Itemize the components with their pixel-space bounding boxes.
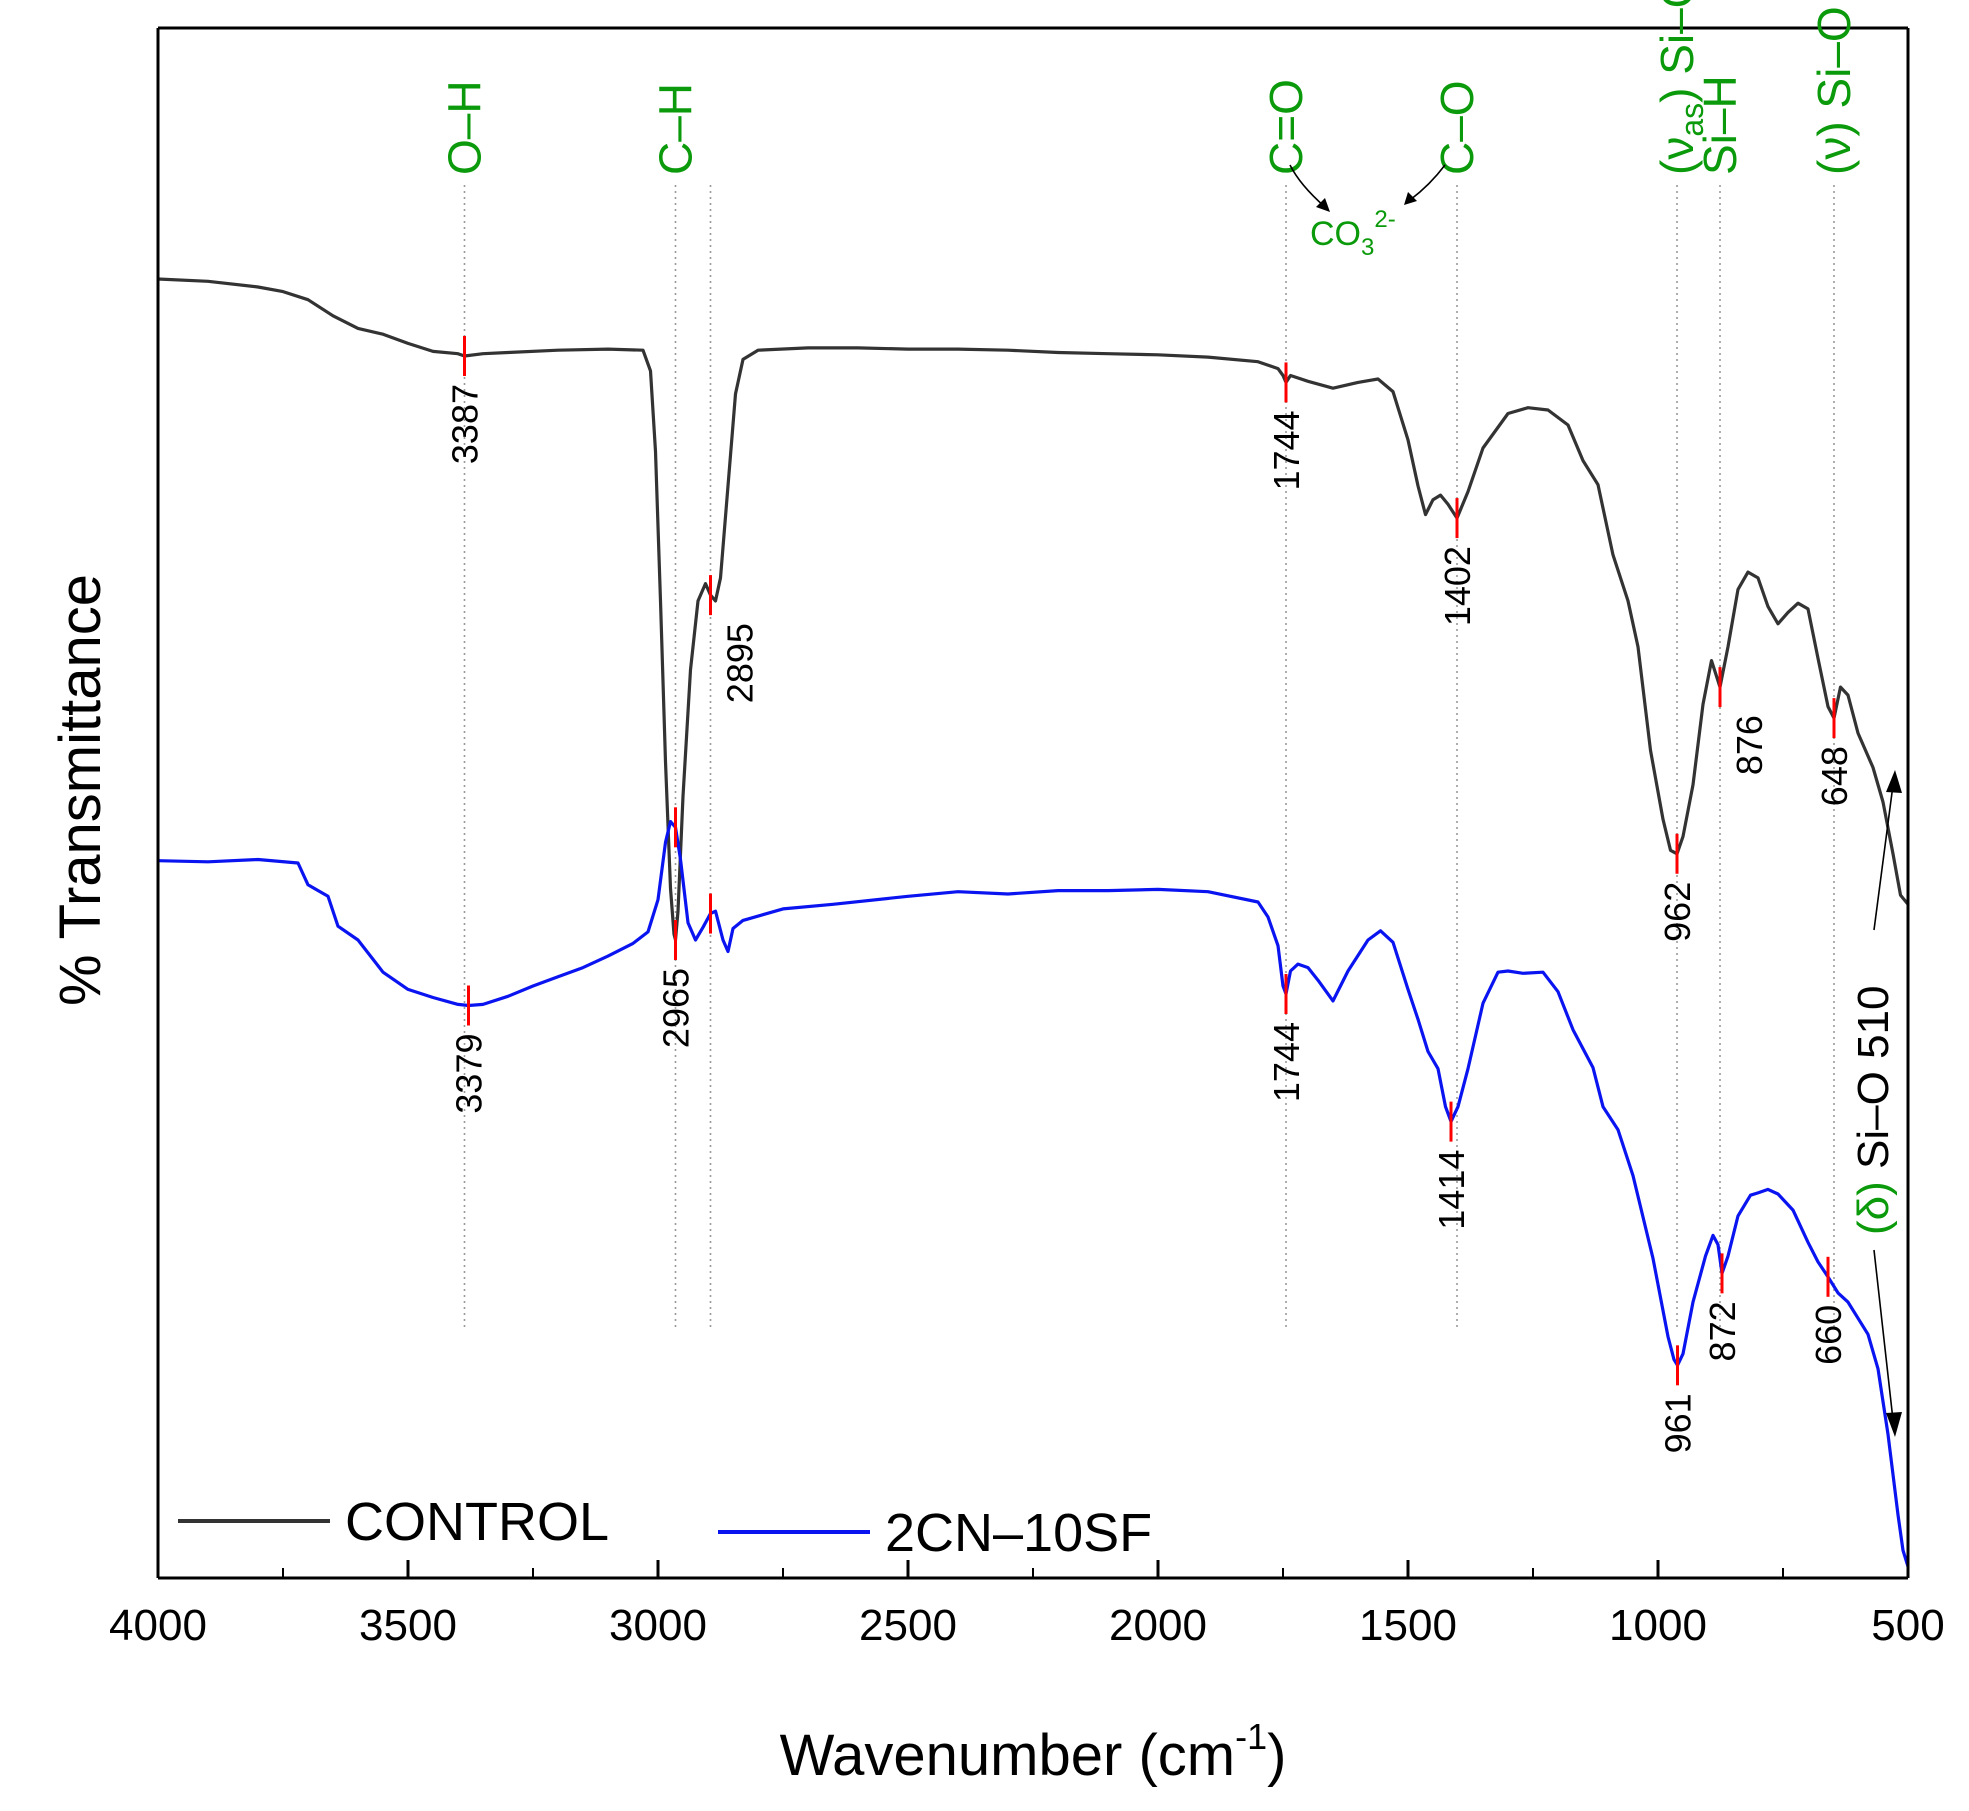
bond-label-text: Si–H <box>1694 75 1746 175</box>
bond-labels: O–H C–H C=O C–O (νas) Si–OSi–H (ν) Si–O <box>439 0 1861 175</box>
carbonate-annotation: CO32- <box>1289 164 1446 261</box>
y-axis-title: % Transmittance <box>48 574 113 1006</box>
carbonate-label: CO32- <box>1310 206 1396 261</box>
annotation-510-text: Si–O 510 <box>1849 986 1898 1169</box>
annotation-510-arrowhead-down <box>1886 1412 1902 1437</box>
bond-label: (νas) Si–O <box>1651 0 1710 175</box>
x-tick-label: 500 <box>1871 1601 1944 1650</box>
bond-label-text: Si–O <box>1651 0 1703 75</box>
peak-label: 961 <box>1658 1393 1699 1453</box>
bond-label: Si–H <box>1694 75 1746 175</box>
bond-label-text: Si–O <box>1808 6 1860 108</box>
bond-label-prefix: (ν <box>1651 137 1703 175</box>
bond-label-prefix-close: ) <box>1651 88 1703 103</box>
bond-label: C=O <box>1260 79 1312 175</box>
legend-label-sample: 2CN–10SF <box>885 1503 1152 1563</box>
series-layer <box>157 277 1910 1567</box>
bond-label-text: C=O <box>1260 79 1312 175</box>
peak-label: 1744 <box>1266 410 1307 490</box>
carbonate-sup: 2- <box>1374 206 1395 233</box>
x-tick-label: 4000 <box>109 1601 207 1650</box>
carbonate-arrowhead-right <box>1404 192 1417 205</box>
bond-label-prefix: (ν) <box>1808 121 1860 175</box>
x-axis-title-text: Wavenumber (cm <box>780 1723 1236 1788</box>
legend-label-control: CONTROL <box>345 1492 609 1552</box>
x-axis-ticks: 4000 3500 3000 2500 2000 1500 1000 500 <box>109 1560 1945 1650</box>
peak-label: 660 <box>1808 1305 1849 1365</box>
peak-label: 3387 <box>445 384 486 464</box>
bond-label: O–H <box>439 80 491 175</box>
x-tick-label: 3500 <box>359 1601 457 1650</box>
peak-label: 962 <box>1657 882 1698 942</box>
peak-label: 876 <box>1729 715 1770 775</box>
peak-label: 872 <box>1702 1301 1743 1361</box>
bond-label: C–H <box>650 83 702 175</box>
bond-label-prefix-sub: as <box>1674 103 1710 137</box>
annotation-510-label: (δ) Si–O 510 <box>1849 986 1898 1236</box>
x-axis-title-sup: -1 <box>1235 1716 1267 1757</box>
series-line-2cn-10sf <box>157 820 1910 1567</box>
annotation-510-arrow-up <box>1873 784 1894 931</box>
x-tick-label: 3000 <box>609 1601 707 1650</box>
bond-label-text: C–H <box>650 83 702 175</box>
carbonate-base: CO <box>1310 215 1361 253</box>
carbonate-arrowhead-left <box>1316 198 1330 212</box>
x-tick-label: 2000 <box>1109 1601 1207 1650</box>
bond-label-text: C–O <box>1431 80 1483 175</box>
annotation-510-arrow-down <box>1873 1249 1894 1421</box>
annotation-510: (δ) Si–O 510 <box>1849 770 1902 1437</box>
x-tick-label: 1000 <box>1609 1601 1707 1650</box>
plot-frame <box>156 26 1910 1580</box>
x-axis-title: Wavenumber (cm-1) <box>780 1716 1287 1788</box>
peak-label: 1414 <box>1431 1150 1472 1230</box>
carbonate-sub: 3 <box>1361 234 1374 261</box>
peak-label: 1402 <box>1437 546 1478 626</box>
legend: CONTROL 2CN–10SF <box>178 1492 1152 1563</box>
annotation-510-prefix: (δ) <box>1849 1169 1898 1235</box>
annotation-510-arrowhead-up <box>1886 770 1902 793</box>
x-tick-label: 2500 <box>859 1601 957 1650</box>
peak-label: 3379 <box>449 1034 490 1114</box>
bond-label-gap <box>1808 109 1860 122</box>
x-tick-label: 1500 <box>1359 1601 1457 1650</box>
series-line-control <box>157 277 1910 942</box>
bond-label: C–O <box>1431 80 1483 175</box>
peak-label: 2895 <box>720 623 761 703</box>
peak-markers: 3387 2965 2895 1744 1402 962 876 648 3379 1744 141… <box>445 335 1855 1453</box>
guide-lines <box>463 185 1835 1330</box>
x-axis-title-close: ) <box>1267 1723 1286 1788</box>
peak-label: 2965 <box>656 968 697 1048</box>
peak-label: 1744 <box>1266 1022 1307 1102</box>
bond-label-text: O–H <box>439 80 491 175</box>
bond-label: (ν) Si–O <box>1808 6 1860 175</box>
peak-label: 648 <box>1814 746 1855 806</box>
